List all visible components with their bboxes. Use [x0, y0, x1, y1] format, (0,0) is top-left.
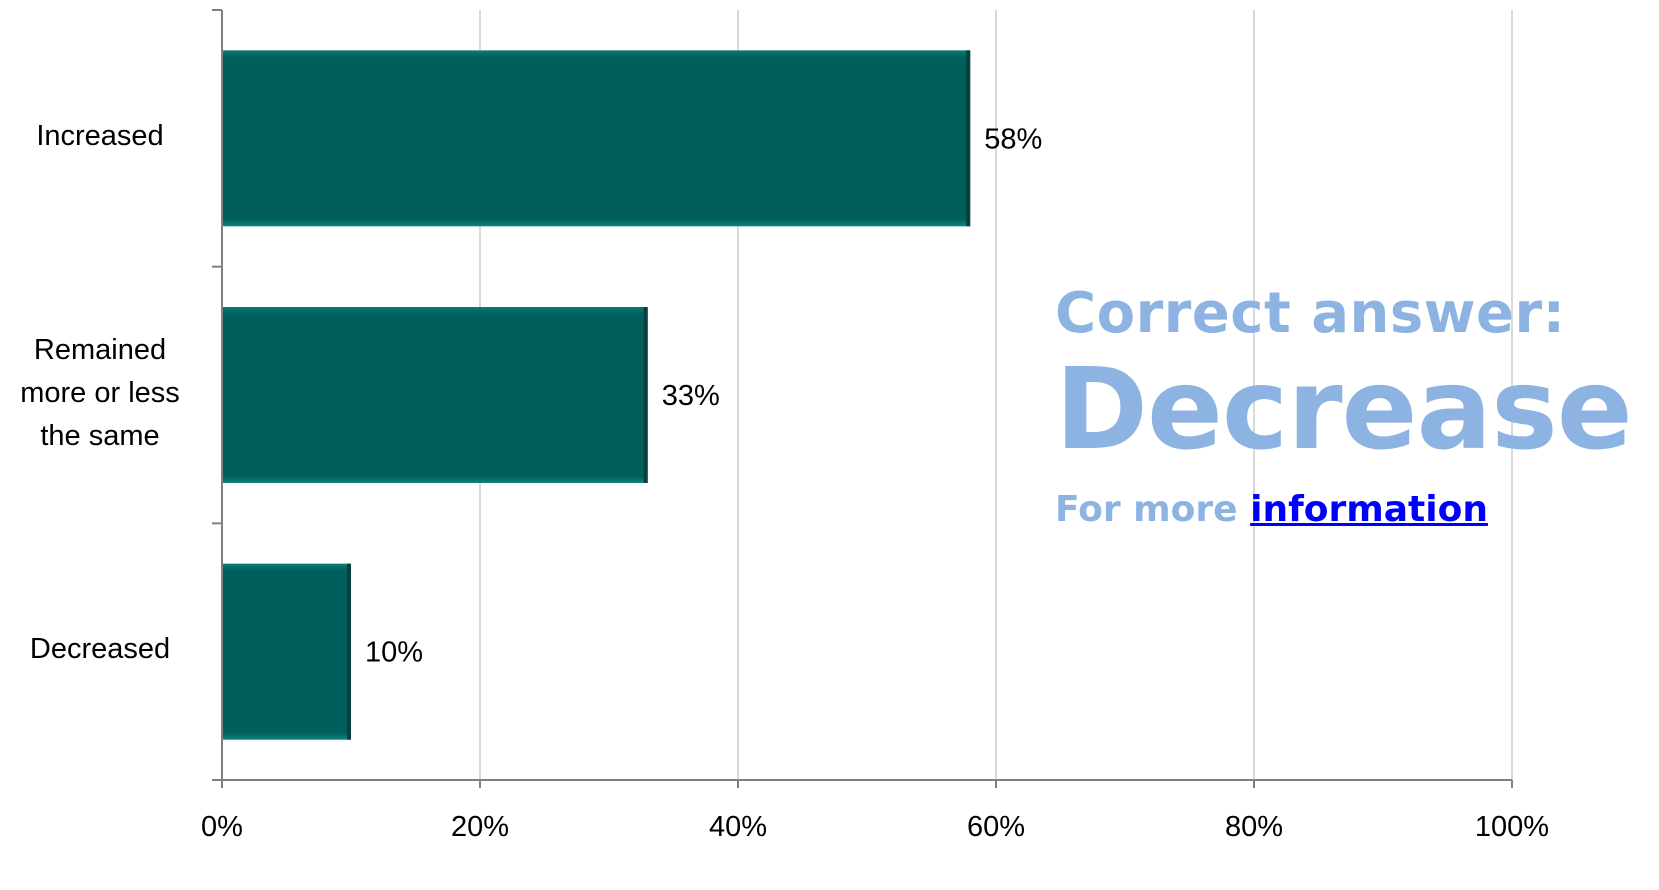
bar [222, 50, 971, 227]
data-label: 58% [984, 123, 1042, 155]
axes [212, 9, 1513, 788]
correct-answer-heading: Correct answer: [1055, 281, 1566, 346]
category-label: Decreased [29, 633, 171, 666]
bar-edge [966, 50, 971, 227]
category-label: Increased [36, 119, 164, 152]
correct-answer-callout: Correct answer: Decrease For more inform… [1055, 282, 1655, 532]
data-label: 33% [662, 380, 720, 412]
bar [222, 563, 351, 740]
information-link[interactable]: information [1250, 489, 1488, 530]
more-info-line: For more information [1055, 488, 1655, 532]
bars [222, 50, 971, 740]
more-info-prefix: For more [1055, 489, 1251, 530]
bar-edge [347, 563, 351, 740]
x-tick-label: 100% [1475, 811, 1549, 843]
x-tick-labels: 0% 20% 40% 60% 80% 100% [201, 811, 1549, 843]
data-label: 10% [365, 637, 423, 669]
x-tick-label: 40% [709, 811, 767, 843]
category-label: Remained more or less the same [20, 333, 180, 452]
bar-edge [643, 307, 648, 483]
correct-answer-value: Decrease [1055, 345, 1633, 475]
data-labels: 58% 33% 10% [365, 123, 1042, 668]
x-tick-label: 0% [201, 811, 243, 843]
bar [222, 307, 648, 483]
x-tick-label: 80% [1225, 811, 1283, 843]
x-tick-label: 60% [967, 811, 1025, 843]
x-tick-label: 20% [451, 811, 509, 843]
